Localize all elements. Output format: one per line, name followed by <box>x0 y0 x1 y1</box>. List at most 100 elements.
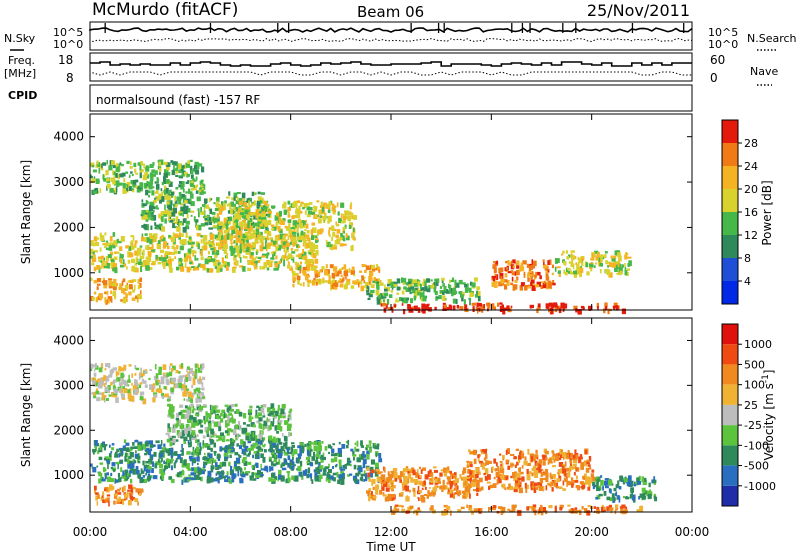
echo-cell <box>126 181 131 188</box>
echo-cell <box>498 469 500 473</box>
echo-cell <box>169 365 171 371</box>
echo-cell <box>197 419 202 425</box>
echo-cell <box>285 436 288 442</box>
echo-cell <box>124 458 129 462</box>
echo-cell <box>187 242 192 245</box>
echo-cell <box>256 438 261 442</box>
echo-cell <box>155 205 158 209</box>
echo-cell <box>110 478 115 483</box>
echo-cell <box>233 261 237 266</box>
echo-cell <box>178 371 181 374</box>
echo-cell <box>170 407 174 413</box>
echo-cell <box>114 451 118 457</box>
echo-cell <box>138 373 141 380</box>
echo-cell <box>225 224 229 230</box>
colorbar-tick-label: -500 <box>744 460 769 473</box>
echo-cell <box>218 246 222 250</box>
echo-cell <box>313 248 316 253</box>
echo-cell <box>142 443 147 450</box>
echo-cell <box>175 369 179 374</box>
echo-cell <box>186 398 189 402</box>
echo-cell <box>176 266 180 271</box>
echo-cell <box>292 220 297 226</box>
echo-cell <box>131 258 135 263</box>
echo-cell <box>611 493 615 498</box>
echo-cell <box>160 211 166 216</box>
echo-cell <box>443 504 448 508</box>
echo-cell <box>218 234 221 240</box>
echo-cell <box>188 426 192 431</box>
echo-cell <box>306 265 310 272</box>
echo-cell <box>481 449 486 453</box>
echo-cell <box>184 405 188 409</box>
echo-cell <box>213 433 217 436</box>
echo-cell <box>503 279 508 283</box>
echo-cell <box>132 184 136 188</box>
echo-cell <box>475 473 479 479</box>
echo-cell <box>564 461 567 467</box>
echo-cell <box>528 505 533 509</box>
echo-cell <box>313 451 315 458</box>
echo-cell <box>193 388 196 395</box>
nave-tick-high: 60 <box>710 53 725 67</box>
echo-cell <box>279 229 283 233</box>
echo-cell <box>377 296 381 302</box>
echo-cell <box>217 204 223 208</box>
echo-cell <box>242 212 244 219</box>
echo-cell <box>278 210 282 217</box>
echo-cell <box>233 466 236 470</box>
echo-cell <box>390 470 395 473</box>
echo-cell <box>304 210 307 215</box>
echo-cell <box>247 242 251 249</box>
echo-cell <box>168 251 172 255</box>
echo-cell <box>341 267 344 270</box>
echo-cell <box>138 492 142 496</box>
echo-cell <box>623 477 626 483</box>
echo-cell <box>266 267 270 271</box>
echo-cell <box>566 480 571 486</box>
echo-region <box>140 191 269 233</box>
echo-region <box>165 403 293 445</box>
echo-cell <box>100 255 104 260</box>
echo-cell <box>95 379 100 385</box>
echo-cell <box>215 409 221 413</box>
echo-cell <box>279 233 283 240</box>
echo-cell <box>473 489 477 492</box>
echo-cell <box>197 265 199 268</box>
echo-cell <box>289 255 294 259</box>
echo-cell <box>435 280 439 286</box>
echo-cell <box>208 453 213 459</box>
echo-cell <box>167 192 171 197</box>
echo-cell <box>214 265 217 269</box>
echo-cell <box>335 271 340 277</box>
echo-cell <box>282 235 285 240</box>
velocity-colorbar-label-end: ] <box>762 370 776 375</box>
echo-cell <box>115 162 119 169</box>
echo-cell <box>235 231 240 236</box>
echo-cell <box>410 479 415 482</box>
echo-cell <box>152 173 156 177</box>
echo-cell <box>595 255 600 261</box>
echo-cell <box>392 468 398 472</box>
echo-cell <box>121 280 124 286</box>
echo-cell <box>388 294 393 298</box>
echo-cell <box>224 264 227 268</box>
echo-cell <box>96 237 100 240</box>
echo-cell <box>269 237 274 240</box>
echo-cell <box>168 427 172 433</box>
echo-cell <box>104 488 107 491</box>
echo-cell <box>328 479 331 484</box>
echo-cell <box>272 463 277 467</box>
echo-cell <box>287 451 292 455</box>
echo-cell <box>450 279 454 283</box>
echo-cell <box>239 230 243 237</box>
echo-cell <box>137 280 140 284</box>
echo-cell <box>322 202 328 209</box>
echo-cell <box>411 288 416 294</box>
echo-cell <box>265 237 268 244</box>
echo-cell <box>463 299 466 305</box>
echo-cell <box>506 305 510 311</box>
echo-cell <box>159 199 162 204</box>
colorbar-tick-label: 24 <box>744 160 758 173</box>
